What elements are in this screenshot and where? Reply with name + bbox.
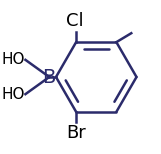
Text: Br: Br — [66, 124, 86, 142]
Text: Cl: Cl — [66, 12, 83, 30]
Text: B: B — [43, 67, 56, 87]
Text: HO: HO — [1, 87, 25, 102]
Text: HO: HO — [1, 52, 25, 67]
